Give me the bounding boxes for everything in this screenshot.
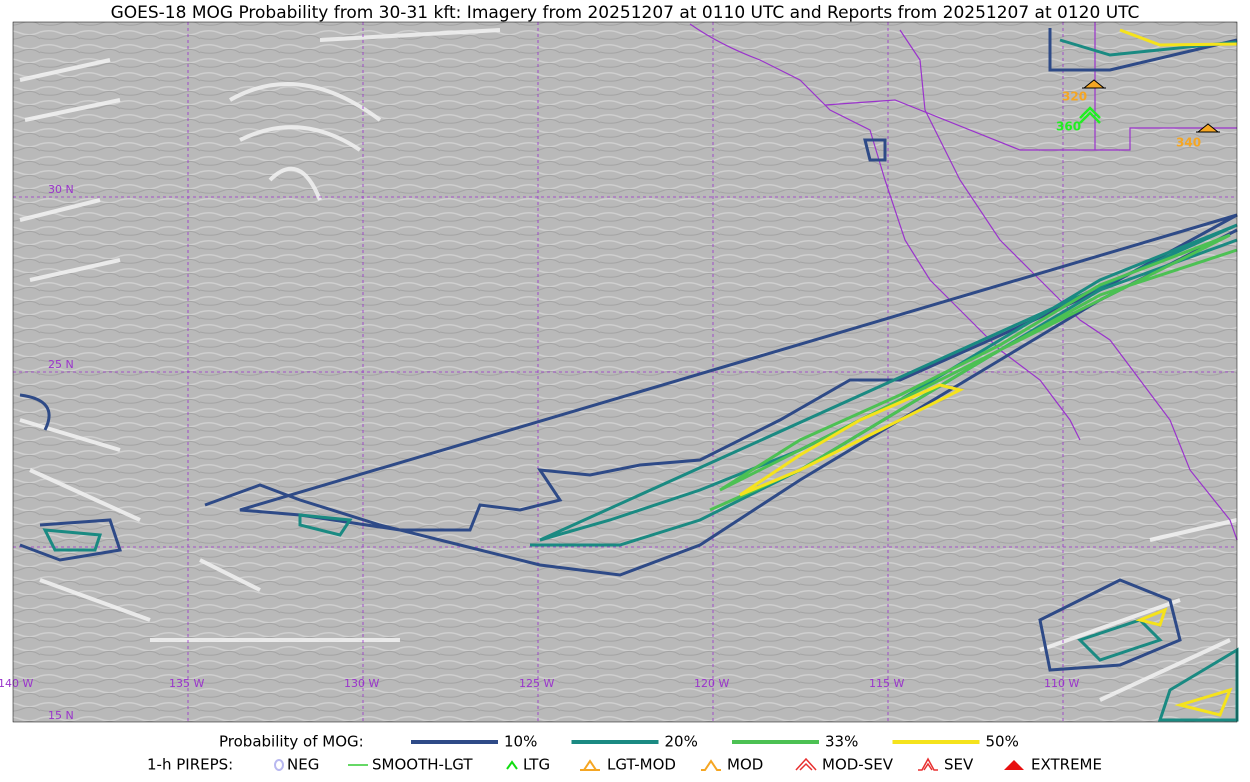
legend-label: MOD — [727, 756, 763, 774]
legend-symbol — [580, 759, 600, 771]
legend-label: 20% — [665, 733, 698, 751]
legend-symbol — [918, 757, 938, 771]
symbol-ltg — [506, 760, 518, 770]
legend-symbol — [701, 759, 721, 771]
legend-label: SEV — [944, 756, 974, 774]
legend-symbol — [506, 760, 518, 770]
legend-label: 50% — [986, 733, 1019, 751]
mog-contours — [19, 28, 1239, 722]
symbol-sev — [918, 757, 938, 771]
graticule — [13, 22, 1237, 722]
symbol-extreme — [1004, 760, 1024, 770]
report-label: 360 — [1056, 120, 1081, 134]
legend-label: LTG — [523, 756, 550, 774]
lat-label: 30 N — [48, 183, 74, 196]
legend-symbol — [795, 757, 817, 771]
cloud-streaks — [19, 28, 1238, 702]
legend: Probability of MOG: 10% 20% 33% 50% 1-h PIREP… — [147, 733, 1102, 774]
report-label: 320 — [1062, 90, 1087, 104]
lon-label: 115 W — [869, 677, 904, 690]
symbol-mod-sev — [795, 757, 817, 771]
symbol-neg — [274, 759, 284, 771]
map: 30 N 25 N 15 N 140 W 135 W 130 W 125 W 120 W 115… — [0, 21, 1239, 723]
legend-label: LGT-MOD — [607, 756, 676, 774]
symbol-lgt-mod — [580, 759, 600, 771]
title: GOES-18 MOG Probability from 30-31 kft: … — [111, 3, 1140, 23]
map-labels: 30 N 25 N 15 N 140 W 135 W 130 W 125 W 120 W 115… — [0, 90, 1201, 723]
lon-label: 140 W — [0, 677, 33, 690]
lat-label: 25 N — [48, 358, 74, 371]
symbol-mod — [701, 759, 721, 771]
legend-label: SMOOTH-LGT — [372, 756, 473, 774]
legend-label: 33% — [825, 733, 858, 751]
coastlines — [689, 22, 1238, 541]
report-label: 340 — [1176, 136, 1201, 150]
legend-symbol — [274, 759, 284, 771]
legend-title: 1-h PIREPS: — [147, 756, 233, 774]
pirep-markers — [1079, 79, 1220, 133]
lon-label: 135 W — [169, 677, 204, 690]
lon-label: 125 W — [519, 677, 554, 690]
lon-label: 130 W — [344, 677, 379, 690]
lon-label: 120 W — [694, 677, 729, 690]
legend-label: EXTREME — [1031, 756, 1102, 774]
legend-title: Probability of MOG: — [219, 733, 364, 751]
legend-symbol — [1004, 760, 1024, 770]
legend-label: 10% — [504, 733, 537, 751]
legend-label: MOD-SEV — [822, 756, 894, 774]
lon-label: 110 W — [1044, 677, 1079, 690]
legend-label: NEG — [287, 756, 319, 774]
map-frame — [12, 21, 1238, 723]
lat-label: 15 N — [48, 709, 74, 722]
